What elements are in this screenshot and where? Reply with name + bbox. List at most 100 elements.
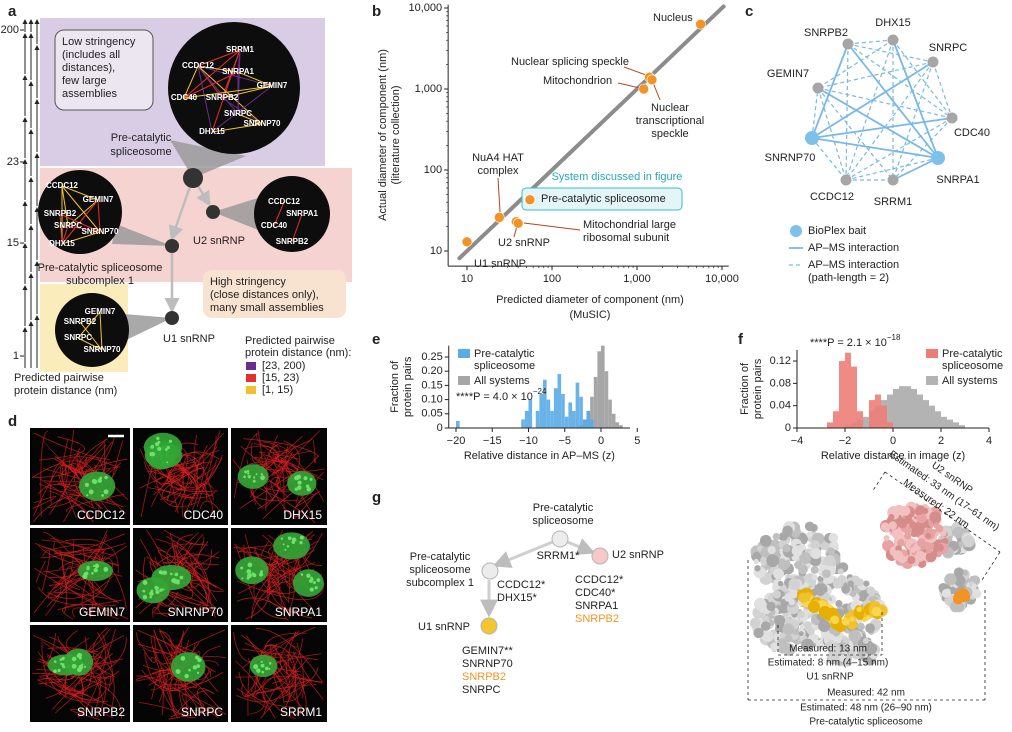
structure-atom <box>842 646 850 653</box>
speckle <box>82 574 88 580</box>
path2-edge <box>932 61 953 119</box>
protein-label: SNRNP70 <box>244 119 281 128</box>
legend-label: spliceosome <box>942 360 1003 372</box>
network-edge <box>61 185 101 233</box>
nucleus <box>171 652 206 682</box>
network-edge <box>79 321 103 351</box>
image-label: CCDC12 <box>77 508 125 522</box>
actin-fiber <box>96 633 114 686</box>
structure-atom <box>925 532 932 539</box>
actin-fiber <box>72 607 119 620</box>
data-point <box>461 236 473 248</box>
legend-swatch <box>246 374 256 382</box>
histogram-bar <box>923 400 929 428</box>
speckle <box>303 476 308 481</box>
p-value-text: ****P = 4.0 × 10 <box>456 391 533 403</box>
axis-title: Fraction of <box>739 362 751 415</box>
member-label: SNRPB2 <box>462 671 506 683</box>
axis-tick-label: 200 <box>1 24 19 36</box>
structure-atom <box>863 580 870 587</box>
point-label: transcriptional <box>636 115 704 127</box>
histogram-bar <box>543 379 547 428</box>
protein-label: SNRPC <box>224 109 252 118</box>
note-text: High stringency <box>210 276 286 288</box>
protein-label: GEMIN7 <box>767 68 809 80</box>
structure-atom <box>784 593 794 602</box>
histogram-bar <box>953 422 959 428</box>
network-edge <box>197 49 241 67</box>
structure-label: Measured: 13 nm <box>789 644 867 655</box>
histogram-bar <box>553 388 558 428</box>
network-edge <box>61 185 99 201</box>
legend-swatch <box>246 386 256 394</box>
nucleus <box>78 471 116 501</box>
structure-atom <box>817 575 824 582</box>
protein-node <box>805 131 819 145</box>
network-edge <box>67 225 101 233</box>
legend-label: All systems <box>474 375 530 387</box>
speckle <box>149 595 153 599</box>
actin-fiber <box>64 538 119 575</box>
actin-fiber <box>168 711 222 720</box>
structure-atom <box>862 637 869 644</box>
structure-atom <box>841 635 848 641</box>
protein-label: SNRPA1 <box>286 209 318 218</box>
actin-fiber <box>195 549 212 571</box>
p-value-text: ****P = 2.1 × 10 <box>810 337 887 349</box>
actin-fiber <box>180 471 198 497</box>
histogram-bar <box>528 399 533 428</box>
x-tick-label: 0 <box>598 435 604 447</box>
protein-label: SRRM1 <box>874 196 913 208</box>
speckle <box>155 589 160 595</box>
speckle <box>247 562 253 568</box>
structure-atom <box>864 642 878 655</box>
structure-atom <box>835 600 843 608</box>
actin-fiber <box>35 560 46 583</box>
structure-atom <box>915 507 923 515</box>
speckle <box>192 665 198 670</box>
axis-title: protein distance (nm) <box>14 385 117 397</box>
protein-label: DHX15 <box>199 127 225 136</box>
nucleus <box>237 464 269 489</box>
actin-fiber <box>246 635 295 685</box>
speckle <box>103 567 109 572</box>
point-label: U2 snRNP <box>498 237 550 249</box>
speckle <box>169 572 173 576</box>
actin-fiber <box>47 575 114 599</box>
u1-atom <box>848 619 856 628</box>
image-label: GEMIN7 <box>79 605 125 619</box>
network-edge <box>59 213 63 245</box>
protein-label: GEMIN7 <box>83 195 114 204</box>
interaction-edge <box>811 43 849 139</box>
actin-fiber <box>286 653 307 715</box>
legend-label: [1, 15) <box>262 384 293 396</box>
structure-atom <box>754 565 761 572</box>
structure-atom <box>770 642 780 652</box>
axis-title: protein pairs <box>752 358 764 419</box>
note-text: assemblies <box>62 88 118 100</box>
legend-label: [15, 23) <box>262 372 299 384</box>
actin-fiber <box>77 628 116 718</box>
speckle <box>255 664 258 668</box>
callout <box>122 314 172 342</box>
point-label: Mitochondrion <box>543 75 612 87</box>
speckle <box>258 572 264 577</box>
network-edge <box>183 49 241 99</box>
callout <box>170 140 246 178</box>
speckle <box>312 580 316 585</box>
structure-atom <box>910 530 919 538</box>
structure-atom <box>749 617 761 629</box>
actin-fiber <box>176 534 217 589</box>
speckle <box>104 475 108 480</box>
point-label: Nuclear splicing speckle <box>511 56 629 68</box>
network-edge <box>183 85 273 99</box>
nucleus <box>151 564 192 591</box>
path2-edge <box>811 137 847 181</box>
speckle <box>306 573 311 579</box>
protein-label: CCDC12 <box>268 197 301 206</box>
y-tick-label: 0 <box>437 422 443 434</box>
speckle <box>174 572 179 577</box>
actin-fiber <box>37 484 96 510</box>
speckle <box>268 667 271 671</box>
image-label: SNRNP70 <box>168 605 224 619</box>
